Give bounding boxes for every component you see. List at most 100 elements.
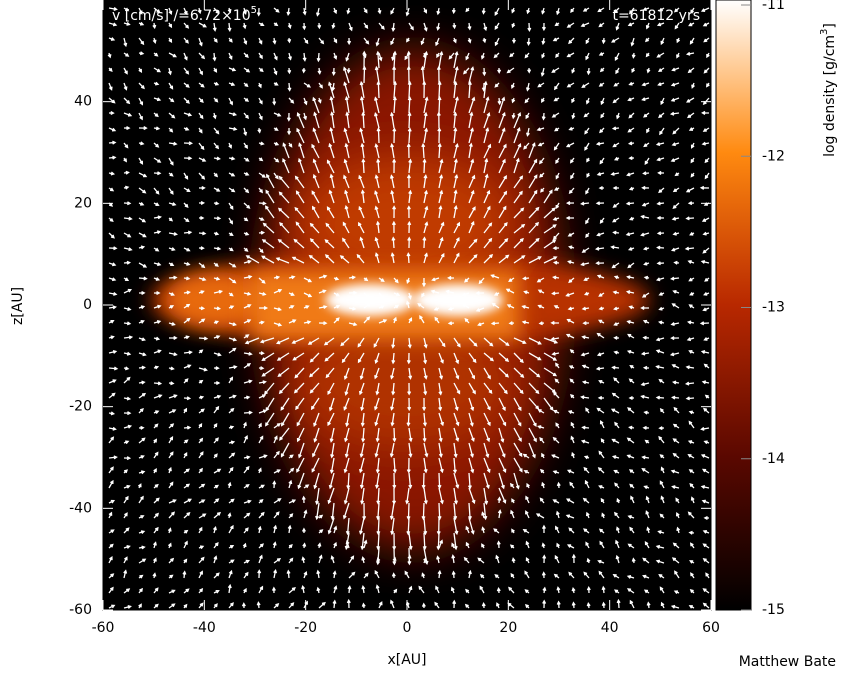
velocity-arrow — [688, 420, 695, 429]
velocity-arrow — [359, 127, 365, 144]
velocity-arrow — [552, 470, 560, 475]
velocity-arrow — [552, 409, 560, 414]
velocity-arrow — [643, 485, 650, 490]
velocity-arrow — [198, 172, 206, 180]
velocity-arrow — [646, 601, 651, 609]
velocity-arrow — [702, 231, 710, 236]
colorbar-tick-label: -12 — [762, 148, 785, 164]
velocity-arrow — [138, 425, 145, 430]
velocity-arrow — [628, 425, 635, 430]
velocity-arrow — [703, 37, 710, 43]
velocity-arrow — [447, 275, 455, 280]
velocity-arrow — [332, 570, 337, 579]
velocity-arrow — [213, 201, 220, 206]
velocity-arrow — [598, 22, 605, 28]
velocity-arrow — [288, 454, 294, 459]
velocity-arrow — [630, 495, 635, 504]
velocity-arrow — [363, 316, 371, 324]
velocity-arrow — [626, 574, 635, 579]
velocity-arrow — [423, 252, 428, 264]
velocity-arrow — [706, 52, 710, 59]
velocity-arrow — [345, 517, 350, 536]
velocity-arrow — [616, 598, 621, 609]
velocity-arrow — [389, 442, 395, 458]
velocity-arrow — [568, 571, 575, 579]
velocity-arrow — [198, 379, 204, 384]
velocity-arrow — [295, 221, 305, 234]
velocity-arrow — [295, 397, 305, 411]
velocity-arrow — [483, 472, 490, 490]
velocity-arrow — [228, 247, 234, 252]
velocity-arrow — [243, 527, 249, 534]
velocity-arrow — [554, 378, 560, 384]
velocity-arrow — [468, 517, 475, 535]
velocity-arrow — [627, 262, 635, 269]
velocity-arrow — [612, 217, 620, 223]
velocity-arrow — [643, 589, 650, 594]
velocity-arrow — [447, 321, 455, 326]
velocity-arrow — [628, 81, 635, 86]
velocity-arrow — [123, 21, 131, 26]
colorbar-tick-label: -11 — [762, 0, 785, 13]
velocity-arrow — [511, 112, 516, 120]
velocity-arrow — [345, 111, 350, 129]
velocity-arrow — [183, 141, 193, 146]
velocity-arrow — [452, 457, 457, 474]
velocity-arrow — [108, 319, 115, 324]
velocity-arrow — [598, 485, 605, 489]
velocity-arrow — [405, 300, 410, 309]
velocity-arrow — [288, 602, 295, 609]
velocity-arrow — [406, 174, 411, 189]
velocity-arrow — [272, 37, 277, 45]
velocity-arrow — [291, 256, 305, 264]
velocity-arrow — [556, 600, 561, 609]
velocity-arrow — [258, 141, 265, 146]
velocity-arrow — [303, 509, 308, 519]
velocity-arrow — [333, 317, 340, 324]
velocity-arrow — [258, 172, 266, 178]
velocity-arrow — [123, 307, 132, 311]
velocity-arrow — [703, 292, 710, 296]
velocity-arrow — [325, 367, 335, 379]
velocity-arrow — [453, 517, 459, 536]
velocity-arrow — [556, 586, 561, 594]
velocity-arrow — [389, 502, 395, 521]
velocity-arrow — [640, 382, 650, 387]
velocity-arrow — [543, 352, 558, 361]
velocity-arrow — [660, 601, 665, 609]
velocity-arrow — [393, 277, 399, 284]
velocity-arrow — [528, 174, 538, 189]
velocity-arrow — [672, 231, 680, 236]
velocity-arrow — [153, 291, 161, 296]
velocity-arrow — [612, 573, 620, 579]
velocity-arrow — [243, 157, 250, 162]
velocity-arrow — [242, 542, 247, 549]
velocity-arrow — [468, 158, 475, 174]
velocity-arrow — [615, 539, 620, 549]
velocity-arrow — [498, 190, 508, 204]
velocity-arrow — [421, 502, 426, 521]
velocity-arrow — [258, 305, 269, 311]
velocity-arrow — [453, 367, 460, 380]
velocity-arrow — [690, 572, 695, 579]
velocity-arrow — [183, 276, 191, 281]
velocity-arrow — [407, 337, 412, 349]
velocity-arrow — [377, 7, 382, 15]
velocity-arrow — [343, 158, 350, 174]
velocity-arrow — [243, 37, 248, 45]
velocity-arrow — [198, 408, 205, 414]
velocity-arrow — [597, 7, 605, 13]
velocity-arrow — [483, 143, 492, 159]
velocity-arrow — [212, 52, 217, 62]
velocity-arrow — [261, 367, 275, 377]
velocity-arrow — [483, 22, 488, 32]
velocity-arrow — [316, 586, 321, 594]
velocity-arrow — [312, 205, 320, 219]
velocity-arrow — [108, 277, 117, 282]
velocity-arrow — [601, 601, 606, 609]
velocity-arrow — [702, 602, 710, 609]
velocity-arrow — [348, 555, 355, 564]
velocity-arrow — [258, 291, 267, 296]
velocity-arrow — [646, 67, 651, 74]
velocity-arrow — [258, 67, 264, 73]
